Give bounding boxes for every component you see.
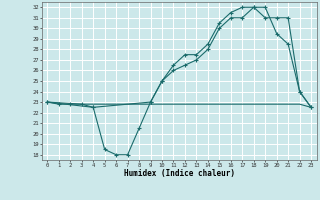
X-axis label: Humidex (Indice chaleur): Humidex (Indice chaleur) xyxy=(124,169,235,178)
